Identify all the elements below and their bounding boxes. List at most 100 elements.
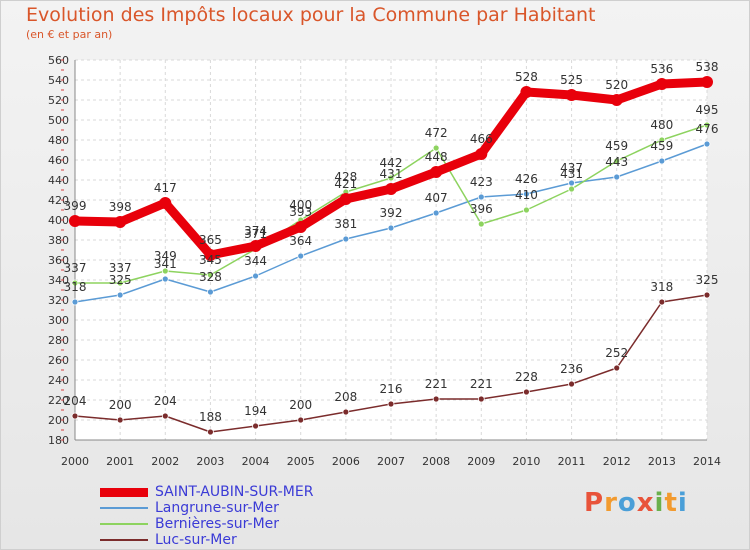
data-label-luc-sur-mer: 221 — [425, 377, 448, 391]
data-label-berni-res-sur-mer: 371 — [244, 227, 267, 241]
data-label-luc-sur-mer: 200 — [109, 398, 132, 412]
x-tick-label: 2014 — [693, 455, 721, 468]
data-label-luc-sur-mer: 221 — [470, 377, 493, 391]
data-point-berni-res-sur-mer — [71, 279, 79, 287]
data-label-luc-sur-mer: 216 — [380, 382, 403, 396]
x-tick-label: 2002 — [151, 455, 179, 468]
data-label-langrune-sur-mer: 341 — [154, 257, 177, 271]
data-label-berni-res-sur-mer: 400 — [289, 198, 312, 212]
data-label-saint-aubin-sur-mer: 525 — [560, 73, 583, 87]
data-label-saint-aubin-sur-mer: 421 — [334, 177, 357, 191]
data-label-berni-res-sur-mer: 337 — [109, 261, 132, 275]
data-label-langrune-sur-mer: 325 — [109, 273, 132, 287]
data-label-saint-aubin-sur-mer: 398 — [109, 200, 132, 214]
data-label-langrune-sur-mer: 459 — [650, 139, 673, 153]
data-point-saint-aubin-sur-mer — [159, 197, 172, 209]
data-point-luc-sur-mer — [658, 298, 666, 306]
data-label-saint-aubin-sur-mer: 536 — [650, 62, 673, 76]
data-point-berni-res-sur-mer — [658, 136, 666, 144]
y-tick-label: 360 — [48, 254, 69, 267]
data-point-berni-res-sur-mer — [613, 157, 621, 165]
data-point-luc-sur-mer — [703, 291, 711, 299]
data-point-luc-sur-mer — [207, 428, 214, 436]
data-point-berni-res-sur-mer — [387, 174, 395, 182]
data-point-saint-aubin-sur-mer — [249, 240, 262, 252]
y-tick-label: 440 — [48, 174, 69, 187]
legend-swatch — [100, 523, 148, 525]
data-point-langrune-sur-mer — [161, 275, 169, 283]
y-tick-label: 240 — [48, 374, 69, 387]
data-point-saint-aubin-sur-mer — [430, 166, 443, 178]
data-point-luc-sur-mer — [342, 408, 350, 416]
data-point-berni-res-sur-mer — [116, 279, 124, 287]
data-point-berni-res-sur-mer — [207, 271, 214, 279]
data-label-luc-sur-mer: 188 — [199, 410, 222, 424]
chart-legend: SAINT-AUBIN-SUR-MER Langrune-sur-Mer Berni… — [100, 484, 313, 548]
data-label-saint-aubin-sur-mer: 538 — [696, 60, 719, 74]
logo-letter: P — [584, 488, 605, 518]
data-label-luc-sur-mer: 200 — [289, 398, 312, 412]
y-tick-label: 520 — [48, 94, 69, 107]
y-tick-label: 200 — [48, 414, 69, 427]
data-point-langrune-sur-mer — [432, 209, 440, 217]
data-point-langrune-sur-mer — [342, 235, 350, 243]
data-point-berni-res-sur-mer — [432, 144, 440, 152]
x-tick-label: 2003 — [196, 455, 224, 468]
data-label-saint-aubin-sur-mer: 399 — [64, 199, 87, 213]
data-point-luc-sur-mer — [252, 422, 259, 430]
data-point-saint-aubin-sur-mer — [610, 94, 623, 106]
data-label-berni-res-sur-mer: 459 — [605, 139, 628, 153]
y-tick-label: 340 — [48, 274, 69, 287]
data-point-luc-sur-mer — [116, 416, 124, 424]
y-tick-label: 480 — [48, 134, 69, 147]
data-point-saint-aubin-sur-mer — [69, 215, 81, 227]
data-label-saint-aubin-sur-mer: 520 — [605, 78, 628, 92]
legend-label: Bernières-sur-Mer — [155, 516, 280, 532]
data-label-saint-aubin-sur-mer: 431 — [380, 167, 403, 181]
data-point-luc-sur-mer — [387, 400, 395, 408]
logo-letter: r — [604, 488, 618, 518]
data-label-saint-aubin-sur-mer: 466 — [470, 132, 493, 146]
data-label-saint-aubin-sur-mer: 374 — [244, 224, 267, 238]
y-tick-label: 300 — [48, 314, 69, 327]
data-label-berni-res-sur-mer: 442 — [380, 156, 403, 170]
data-label-berni-res-sur-mer: 431 — [560, 167, 583, 181]
data-point-saint-aubin-sur-mer — [339, 193, 352, 205]
data-label-langrune-sur-mer: 423 — [470, 175, 493, 189]
legend-swatch — [100, 539, 148, 541]
data-point-saint-aubin-sur-mer — [204, 249, 217, 261]
logo-letter: i — [654, 488, 665, 518]
data-point-saint-aubin-sur-mer — [294, 221, 307, 233]
legend-label: SAINT-AUBIN-SUR-MER — [155, 484, 314, 500]
data-label-berni-res-sur-mer: 472 — [425, 126, 448, 140]
data-point-langrune-sur-mer — [297, 252, 305, 260]
data-point-langrune-sur-mer — [207, 288, 214, 296]
data-label-saint-aubin-sur-mer: 393 — [289, 205, 312, 219]
data-label-luc-sur-mer: 204 — [154, 394, 177, 408]
logo-letter: t — [664, 488, 678, 518]
data-point-langrune-sur-mer — [116, 291, 124, 299]
data-point-saint-aubin-sur-mer — [655, 78, 668, 90]
y-tick-label: 420 — [48, 194, 69, 207]
y-tick-label: 560 — [48, 54, 69, 67]
data-label-langrune-sur-mer: 344 — [244, 254, 267, 268]
data-point-langrune-sur-mer — [387, 224, 395, 232]
data-point-luc-sur-mer — [477, 395, 485, 403]
data-label-saint-aubin-sur-mer: 417 — [154, 181, 177, 195]
data-point-luc-sur-mer — [71, 412, 79, 420]
chart-subtitle: (en € et par an) — [26, 28, 113, 41]
data-label-langrune-sur-mer: 381 — [334, 217, 357, 231]
legend-item-saint-aubin-sur-mer: SAINT-AUBIN-SUR-MER — [100, 484, 313, 500]
data-label-langrune-sur-mer: 392 — [380, 206, 403, 220]
plot-area — [75, 60, 707, 440]
data-label-luc-sur-mer: 252 — [605, 346, 628, 360]
y-tick-label: 320 — [48, 294, 69, 307]
data-point-saint-aubin-sur-mer — [114, 216, 127, 228]
data-point-berni-res-sur-mer — [523, 206, 530, 214]
legend-swatch — [100, 487, 148, 497]
data-label-berni-res-sur-mer: 495 — [696, 103, 719, 117]
x-tick-label: 2013 — [648, 455, 676, 468]
data-point-saint-aubin-sur-mer — [520, 86, 533, 98]
data-label-langrune-sur-mer: 364 — [289, 234, 312, 248]
proxiti-logo: Proxiti — [584, 488, 688, 518]
